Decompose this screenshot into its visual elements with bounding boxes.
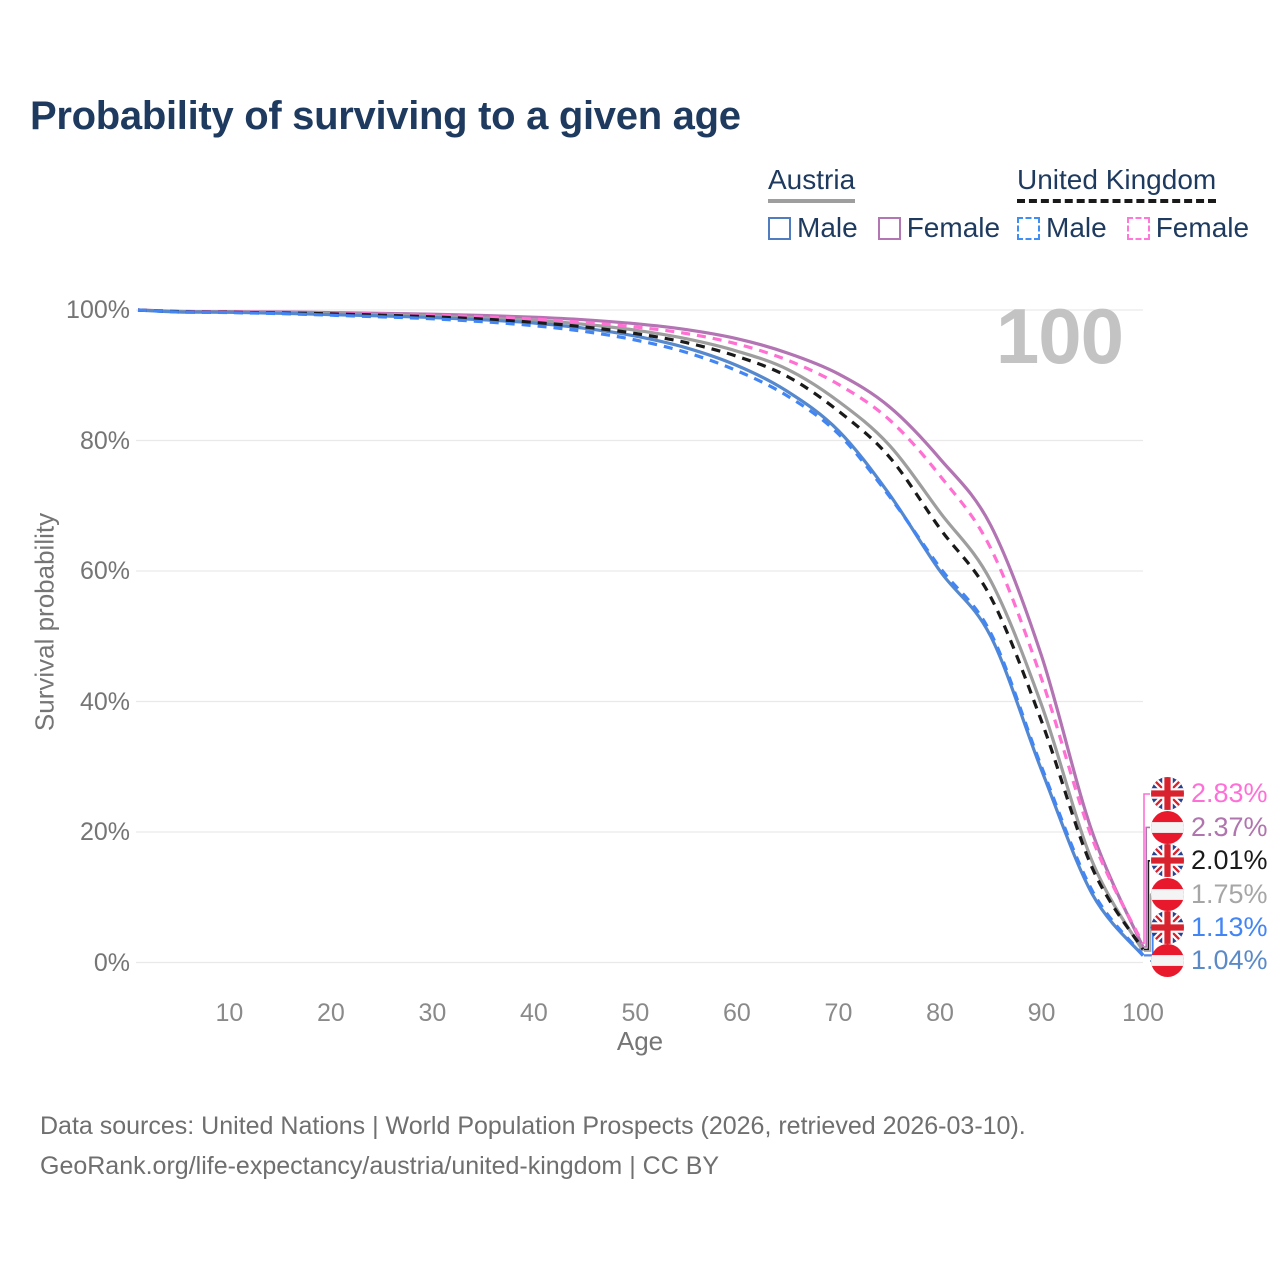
legend-header-austria[interactable]: Austria <box>768 164 856 203</box>
legend-header-united-kingdom[interactable]: United Kingdom <box>1017 164 1217 203</box>
austria-flag-icon <box>1151 810 1184 844</box>
y-tick-label-0: 0% <box>93 948 130 977</box>
end-value-united-kingdom-both-sexes: 2.01% <box>1191 845 1268 876</box>
footer: Data sources: United Nations | World Pop… <box>40 1106 1026 1186</box>
united-kingdom-flag-icon <box>1151 844 1184 878</box>
legend-items-austria: Male Female <box>768 212 1000 244</box>
legend-group-austria: Austria Male Female <box>768 164 1000 244</box>
footer-line-2: GeoRank.org/life-expectancy/austria/unit… <box>40 1152 720 1180</box>
series-line-austria-female[interactable] <box>137 308 1145 948</box>
chart-title: Probability of surviving to a given age <box>30 94 741 138</box>
x-tick-label-30: 30 <box>418 999 447 1027</box>
legend-swatch-austria-female <box>877 216 901 240</box>
x-tick-label-60: 60 <box>723 999 751 1027</box>
x-tick-label-80: 80 <box>926 999 954 1027</box>
austria-flag-icon <box>1151 877 1184 911</box>
end-label-austria-female: 2.37% <box>1151 810 1268 844</box>
legend-label-united-kingdom-male: Male <box>1046 212 1107 243</box>
series-line-united-kingdom-male[interactable] <box>137 308 1145 957</box>
end-label-united-kingdom-male: 1.13% <box>1151 910 1268 944</box>
legend-swatch-united-kingdom-female <box>1126 216 1150 240</box>
x-axis-title: Age <box>616 1026 664 1056</box>
leader-line-austria-both-sexes <box>1144 893 1152 952</box>
hover-age-watermark: 100 <box>995 292 1124 380</box>
end-value-austria-both-sexes: 1.75% <box>1191 878 1268 909</box>
legend-group-united-kingdom: United Kingdom Male Female <box>1017 164 1249 244</box>
x-tick-label-10: 10 <box>215 999 244 1027</box>
end-label-austria-male: 1.04% <box>1151 944 1268 978</box>
end-value-austria-female: 2.37% <box>1191 811 1268 842</box>
end-label-austria-both-sexes: 1.75% <box>1151 877 1268 911</box>
series-line-united-kingdom-both-sexes[interactable] <box>137 308 1145 951</box>
legend-label-austria-male: Male <box>797 212 858 243</box>
footer-line-1: Data sources: United Nations | World Pop… <box>40 1112 1026 1140</box>
x-tick-label-100: 100 <box>1122 999 1164 1027</box>
united-kingdom-flag-icon <box>1151 777 1184 811</box>
leader-line-austria-female <box>1144 826 1150 948</box>
legend-item-united-kingdom-female[interactable]: Female <box>1126 212 1250 244</box>
legend-label-united-kingdom-female: Female <box>1155 212 1250 243</box>
series-line-united-kingdom-female[interactable] <box>137 308 1145 945</box>
end-value-united-kingdom-female: 2.83% <box>1191 778 1268 809</box>
legend-swatch-united-kingdom-male <box>1017 216 1040 240</box>
x-tick-label-40: 40 <box>520 999 548 1027</box>
x-tick-label-70: 70 <box>824 999 853 1027</box>
united-kingdom-flag-icon <box>1151 910 1184 944</box>
end-label-united-kingdom-female: 2.83% <box>1151 777 1268 811</box>
leader-line-united-kingdom-both-sexes <box>1144 860 1150 951</box>
y-tick-label-100: 100% <box>66 296 130 324</box>
legend-label-austria-female: Female <box>906 212 1001 243</box>
leader-line-united-kingdom-female <box>1143 793 1150 944</box>
x-tick-label-20: 20 <box>316 999 345 1027</box>
legend-item-united-kingdom-male[interactable]: Male <box>1017 212 1107 244</box>
y-tick-label-80: 80% <box>79 426 130 455</box>
end-value-united-kingdom-male: 1.13% <box>1191 911 1268 942</box>
legend-swatch-austria-male <box>768 216 791 240</box>
y-tick-label-20: 20% <box>79 818 130 846</box>
x-tick-label-50: 50 <box>621 999 650 1027</box>
legend-item-austria-male[interactable]: Male <box>768 212 858 244</box>
y-tick-label-40: 40% <box>79 687 130 716</box>
legend-items-united-kingdom: Male Female <box>1017 212 1249 244</box>
y-axis-title: Survival probability <box>29 512 60 732</box>
x-tick-label-90: 90 <box>1027 999 1056 1027</box>
y-tick-label-60: 60% <box>79 557 130 585</box>
end-label-united-kingdom-both-sexes: 2.01% <box>1151 844 1268 878</box>
series-line-austria-both-sexes[interactable] <box>137 308 1145 952</box>
end-value-austria-male: 1.04% <box>1191 945 1268 976</box>
austria-flag-icon <box>1151 944 1184 978</box>
legend-item-austria-female[interactable]: Female <box>877 212 1001 244</box>
